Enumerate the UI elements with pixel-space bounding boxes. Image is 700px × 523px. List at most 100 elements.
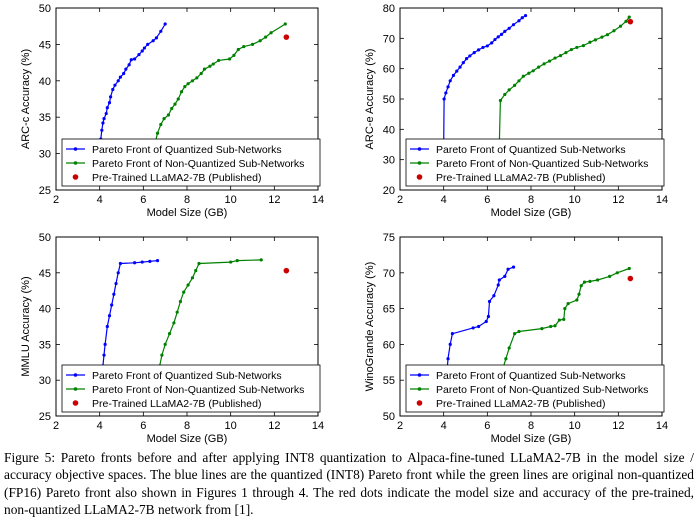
mmlu-non-quantized-point bbox=[229, 260, 233, 264]
arc-e-legend-box bbox=[405, 138, 665, 187]
arc-c-non-quantized-point bbox=[155, 131, 160, 135]
arc-c-quantized-point bbox=[127, 63, 131, 67]
arc-e-non-quantized-point bbox=[627, 15, 631, 19]
winogrande-quantized-point bbox=[496, 283, 500, 287]
arc-e-y-tick-label: 50 bbox=[383, 94, 395, 106]
mmlu-quantized-point bbox=[140, 260, 144, 264]
arc-c-non-quantized-point bbox=[264, 35, 268, 39]
arc-e-quantized-point bbox=[442, 97, 446, 101]
mmlu-x-tick-label: 10 bbox=[225, 420, 237, 432]
arc-e-quantized-point bbox=[481, 45, 485, 50]
arc-e-legend-label: Pareto Front of Non-Quantized Sub-Networ… bbox=[436, 158, 648, 170]
winogrande-quantized-point bbox=[484, 319, 488, 324]
arc-c-quantized-point bbox=[113, 83, 117, 87]
winogrande-legend-swatch-marker bbox=[417, 387, 422, 391]
mmlu-non-quantized-point bbox=[163, 342, 167, 346]
arc-e-non-quantized-point bbox=[537, 65, 541, 69]
arc-e-non-quantized-point bbox=[593, 38, 598, 42]
arc-c-quantized-point bbox=[129, 58, 133, 62]
mmlu-y-tick-label: 30 bbox=[39, 375, 51, 387]
arc-c-quantized-point bbox=[116, 79, 120, 83]
winogrande-legend-label: Pareto Front of Quantized Sub-Networks bbox=[436, 370, 626, 382]
arc-c-non-quantized-point bbox=[242, 44, 246, 49]
mmlu-non-quantized-point bbox=[182, 290, 186, 294]
arc-e-quantized-point bbox=[458, 65, 462, 69]
caption-line-3: non-quantized (FP16) Pareto front also s… bbox=[4, 467, 694, 500]
arc-c-non-quantized-point bbox=[159, 122, 163, 127]
mmlu-quantized-point bbox=[148, 259, 152, 263]
winogrande-quantized-point bbox=[497, 278, 501, 282]
arc-c-quantized-point bbox=[111, 87, 115, 92]
arc-e-non-quantized-point bbox=[564, 50, 568, 55]
arc-c-x-tick-label: 6 bbox=[140, 194, 146, 206]
arc-c-x-tick-label: 10 bbox=[225, 194, 237, 206]
mmlu-non-quantized-point bbox=[259, 258, 263, 262]
arc-e-non-quantized-point bbox=[575, 45, 579, 50]
arc-e-quantized-point bbox=[468, 54, 472, 58]
arc-c-non-quantized-point bbox=[232, 53, 236, 57]
winogrande-non-quantized-point bbox=[579, 284, 583, 288]
winogrande-non-quantized-point bbox=[563, 307, 567, 311]
arc-e-non-quantized-point bbox=[513, 83, 517, 87]
mmlu-non-quantized-point bbox=[175, 310, 179, 314]
arc-c-quantized-point bbox=[104, 111, 108, 116]
caption-line-1: Figure 5: Pareto fronts before and after… bbox=[4, 450, 659, 465]
arc-e-series-group bbox=[442, 13, 631, 147]
mmlu-y-tick-label: 50 bbox=[39, 232, 51, 244]
arc-c-non-quantized-point bbox=[250, 42, 255, 47]
arc-e-non-quantized-point bbox=[605, 33, 610, 37]
arc-e-quantized-point bbox=[464, 57, 469, 61]
arc-e-non-quantized-point bbox=[618, 24, 623, 28]
winogrande-non-quantized-point bbox=[557, 318, 561, 322]
arc-e-y-tick-label: 20 bbox=[383, 185, 395, 197]
mmlu-x-tick-label: 14 bbox=[312, 420, 324, 432]
winogrande-x-tick-label: 4 bbox=[441, 420, 447, 432]
arc-e-quantized-point bbox=[517, 19, 521, 23]
winogrande-non-quantized-point bbox=[627, 266, 631, 271]
winogrande-y-tick-label: 50 bbox=[383, 411, 395, 423]
arc-e-legend-swatch-marker bbox=[417, 161, 422, 165]
arc-c-y-tick-label: 30 bbox=[39, 149, 51, 161]
arc-c-y-tick-label: 40 bbox=[39, 76, 51, 88]
arc-e-quantized-point bbox=[507, 26, 511, 30]
arc-e-quantized-point bbox=[485, 44, 489, 48]
arc-e-y-tick-label: 60 bbox=[383, 64, 395, 76]
arc-c-quantized-point bbox=[118, 75, 123, 79]
arc-c-non-quantized-point bbox=[227, 57, 232, 61]
winogrande-legend: Pareto Front of Quantized Sub-Networks Pa… bbox=[405, 364, 665, 413]
winogrande-series-group bbox=[445, 265, 631, 375]
arc-e-quantized-point bbox=[490, 41, 494, 45]
arc-e-quantized-point bbox=[461, 61, 465, 65]
arc-e-legend-swatch-marker bbox=[417, 147, 422, 151]
arc-c-legend-label: Pre-Trained LLaMA2-7B (Published) bbox=[92, 172, 261, 184]
arc-c-y-tick-label: 50 bbox=[39, 3, 51, 15]
arc-c-legend: Pareto Front of Quantized Sub-Networks Pa… bbox=[61, 138, 321, 187]
mmlu-chart: 2 4 6 8 10 12 14 25 30 35 40 45 50 Model Size (GB) MML… bbox=[20, 232, 324, 445]
arc-e-x-tick-label: 8 bbox=[528, 194, 534, 206]
winogrande-non-quantized-point bbox=[504, 357, 508, 361]
mmlu-quantized-point bbox=[110, 303, 114, 307]
arc-c-legend-swatch-dot bbox=[72, 174, 79, 180]
arc-e-legend-label: Pareto Front of Quantized Sub-Networks bbox=[436, 144, 626, 156]
mmlu-quantized-line bbox=[102, 260, 158, 366]
mmlu-quantized-point bbox=[103, 342, 107, 346]
arc-c-non-quantized-point bbox=[179, 90, 184, 94]
arc-e-non-quantized-point bbox=[569, 47, 573, 52]
arc-e-non-quantized-point bbox=[517, 79, 521, 83]
arc-e-legend: Pareto Front of Quantized Sub-Networks Pa… bbox=[405, 138, 665, 187]
arc-e-non-quantized-point bbox=[498, 98, 503, 103]
arc-c-non-quantized-point bbox=[269, 31, 273, 35]
mmlu-quantized-point bbox=[112, 292, 116, 296]
winogrande-non-quantized-point bbox=[577, 292, 581, 296]
mmlu-x-tick-label: 12 bbox=[268, 420, 280, 432]
winogrande-y-tick-label: 55 bbox=[383, 375, 395, 387]
mmlu-series-group bbox=[101, 258, 263, 368]
arc-e-quantized-point bbox=[496, 35, 500, 39]
winogrande-non-quantized-point bbox=[549, 324, 553, 329]
arc-c-quantized-point bbox=[102, 117, 106, 121]
arc-e-quantized-point bbox=[472, 50, 476, 55]
winogrande-non-quantized-point bbox=[507, 346, 511, 350]
mmlu-x-tick-label: 2 bbox=[53, 420, 59, 432]
winogrande-y-tick-label: 65 bbox=[383, 304, 395, 316]
mmlu-non-quantized-point bbox=[197, 261, 201, 266]
